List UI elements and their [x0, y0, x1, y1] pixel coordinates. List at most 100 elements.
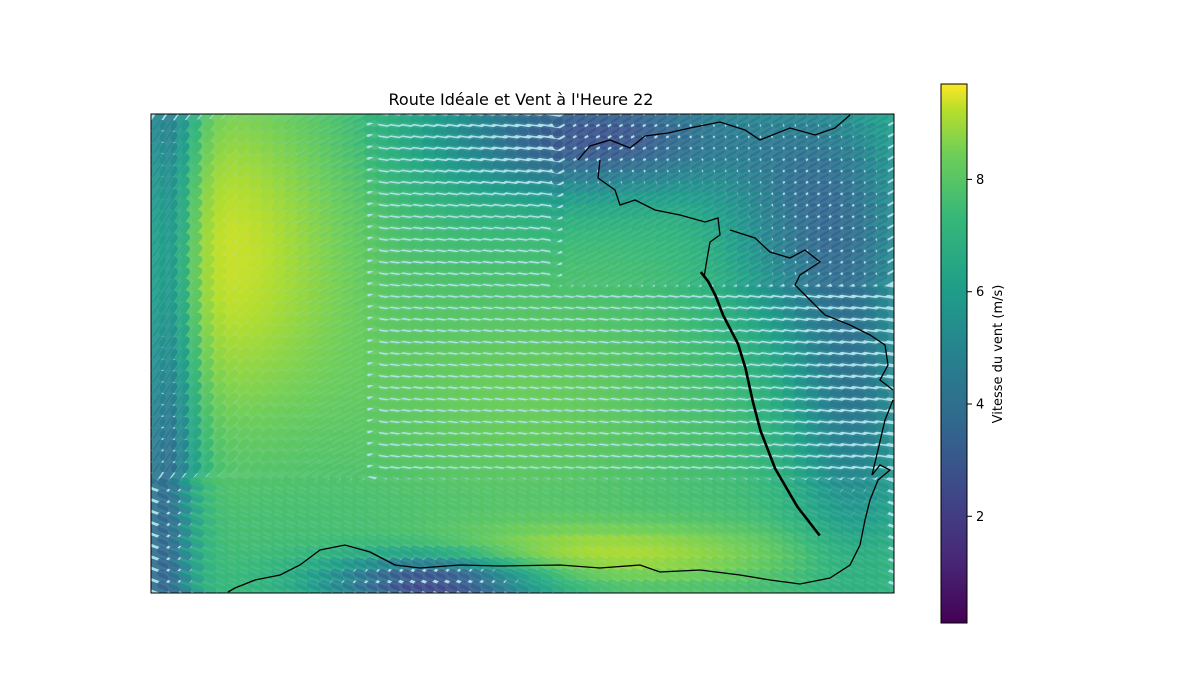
wind-stroke — [702, 123, 726, 139]
wind-stroke — [179, 557, 205, 572]
wind-stroke — [631, 270, 658, 289]
wind-stroke — [842, 157, 865, 174]
wind-stroke — [688, 568, 717, 584]
wind-stroke — [818, 134, 842, 151]
wind-stroke — [805, 477, 832, 492]
wind-stroke — [157, 500, 180, 515]
wind-stroke — [804, 545, 833, 561]
wind-stroke — [318, 580, 344, 593]
wind-stroke — [340, 418, 368, 437]
wind-stroke — [340, 316, 369, 334]
colorbar: 2 4 6 8 Vitesse du vent (m/s) — [940, 83, 1006, 624]
wind-stroke — [561, 224, 588, 243]
wind-stroke — [854, 225, 876, 242]
wind-stroke — [562, 213, 588, 232]
wind-stroke — [340, 350, 368, 368]
wind-stroke — [853, 114, 877, 128]
wind-stroke — [819, 191, 841, 208]
wind-stroke — [690, 202, 715, 220]
wind-stroke — [772, 271, 796, 288]
wind-stroke — [772, 191, 795, 208]
wind-stroke — [305, 522, 334, 538]
wind-stroke — [819, 260, 841, 276]
wind-stroke — [760, 271, 784, 288]
wind-stroke — [329, 441, 356, 460]
wind-stroke — [819, 226, 841, 242]
wind-stroke — [875, 534, 894, 549]
wind-stroke — [714, 157, 737, 174]
wind-stroke — [159, 439, 177, 461]
wind-stroke — [665, 477, 694, 493]
wind-stroke — [666, 247, 693, 266]
wind-stroke — [190, 511, 217, 527]
wind-stroke — [201, 579, 229, 593]
wind-stroke — [711, 545, 741, 561]
wind-stroke — [151, 428, 166, 450]
wind-stroke — [645, 123, 667, 139]
wind-stroke — [703, 134, 726, 151]
wind-stroke — [748, 248, 773, 265]
wind-stroke — [340, 202, 368, 220]
wind-stroke — [329, 156, 356, 175]
wind-stroke — [282, 488, 310, 504]
wind-stroke — [724, 270, 750, 288]
wind-stroke — [737, 157, 761, 174]
wind-stroke — [689, 270, 716, 289]
wind-stroke — [772, 259, 796, 276]
wind-stroke — [562, 202, 588, 220]
wind-stroke — [807, 114, 831, 128]
wind-stroke — [597, 179, 622, 197]
wind-stroke — [783, 114, 807, 128]
wind-stroke — [690, 179, 715, 197]
wind-stroke — [748, 271, 773, 288]
wind-stroke — [784, 169, 807, 185]
wind-stroke — [151, 393, 166, 416]
wind-stroke — [201, 545, 229, 561]
wind-stroke — [561, 247, 588, 266]
wind-stroke — [772, 168, 795, 185]
wind-stroke — [819, 169, 841, 185]
wind-stroke — [831, 191, 853, 208]
wind-stroke — [865, 168, 889, 185]
map-panel — [151, 114, 894, 593]
wind-stroke — [618, 488, 647, 504]
wind-stroke — [151, 199, 166, 223]
wind-stroke — [854, 214, 876, 231]
wind-stroke — [247, 488, 276, 504]
wind-stroke — [865, 237, 888, 254]
wind-stroke — [643, 213, 669, 232]
wind-stroke — [749, 168, 772, 185]
wind-stroke — [796, 157, 818, 174]
wind-stroke — [678, 236, 704, 254]
wind-stroke — [340, 407, 368, 425]
wind-stroke — [389, 569, 412, 583]
wind-stroke — [294, 463, 321, 484]
wind-stroke — [702, 146, 726, 162]
wind-stroke — [678, 202, 704, 220]
wind-stroke — [479, 545, 508, 561]
wind-stroke — [622, 146, 644, 162]
wind-stroke — [691, 134, 714, 151]
wind-stroke — [689, 236, 716, 254]
wind-stroke — [735, 511, 763, 527]
wind-stroke — [317, 464, 345, 483]
wind-field — [151, 114, 894, 593]
wind-stroke — [181, 462, 202, 485]
wind-stroke — [329, 464, 356, 483]
wind-stroke — [668, 134, 690, 151]
wind-stroke — [726, 146, 749, 162]
wind-stroke — [159, 462, 177, 484]
wind-stroke — [328, 372, 357, 392]
wind-stroke — [875, 511, 894, 526]
wind-stroke — [410, 545, 437, 561]
wind-stroke — [328, 213, 357, 232]
coastline — [227, 114, 894, 593]
wind-stroke — [842, 271, 865, 288]
wind-stroke — [619, 259, 646, 277]
wind-stroke — [168, 512, 192, 526]
wind-stroke — [772, 214, 795, 231]
wind-stroke — [840, 500, 866, 515]
wind-stroke — [737, 146, 760, 162]
wind-stroke — [654, 224, 681, 243]
wind-stroke — [654, 270, 681, 289]
